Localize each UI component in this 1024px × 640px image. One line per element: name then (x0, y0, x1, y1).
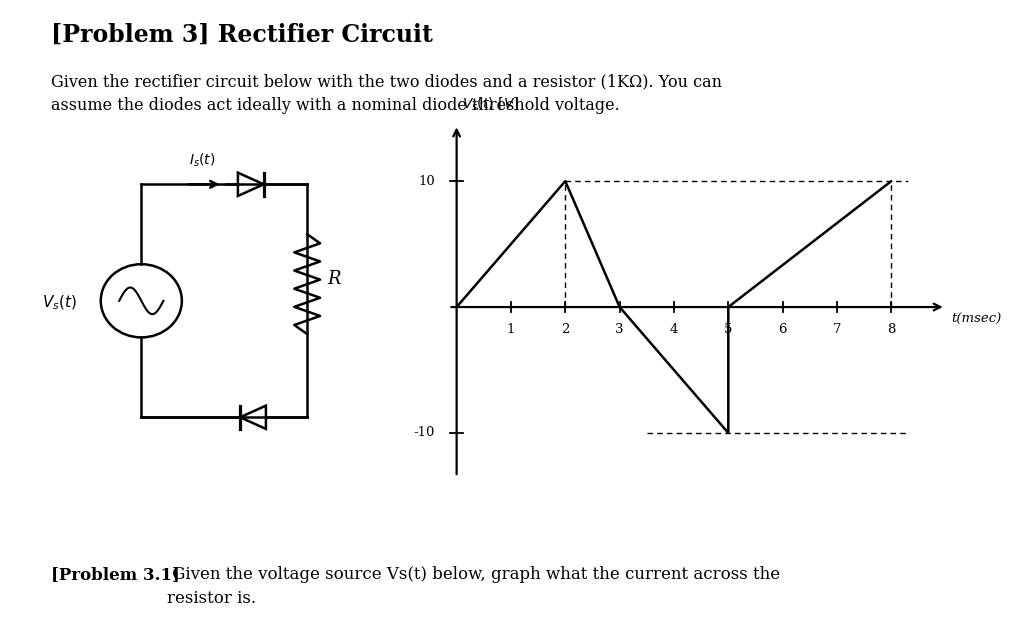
Text: 3: 3 (615, 323, 624, 337)
Text: Given the rectifier circuit below with the two diodes and a resistor (1KΩ). You : Given the rectifier circuit below with t… (51, 74, 722, 114)
Text: 7: 7 (833, 323, 841, 337)
Text: Given the voltage source Vs(t) below, graph what the current across the
resistor: Given the voltage source Vs(t) below, gr… (167, 566, 780, 607)
Text: [Problem 3] Rectifier Circuit: [Problem 3] Rectifier Circuit (51, 22, 433, 46)
Text: [Problem 3.1]: [Problem 3.1] (51, 566, 180, 584)
Text: 8: 8 (887, 323, 895, 337)
Text: 5: 5 (724, 323, 732, 337)
Text: t(msec): t(msec) (951, 313, 1001, 326)
Text: $I_s(t)$: $I_s(t)$ (189, 151, 216, 169)
Text: 10: 10 (418, 175, 435, 188)
Text: $V_s(t)$: $V_s(t)$ (42, 294, 77, 312)
Text: $V_s(t)\ [V]$: $V_s(t)\ [V]$ (462, 95, 519, 112)
Text: 6: 6 (778, 323, 786, 337)
Text: 4: 4 (670, 323, 678, 337)
Text: 1: 1 (507, 323, 515, 337)
Text: -10: -10 (414, 426, 435, 440)
Text: R: R (328, 270, 341, 288)
Text: 2: 2 (561, 323, 569, 337)
